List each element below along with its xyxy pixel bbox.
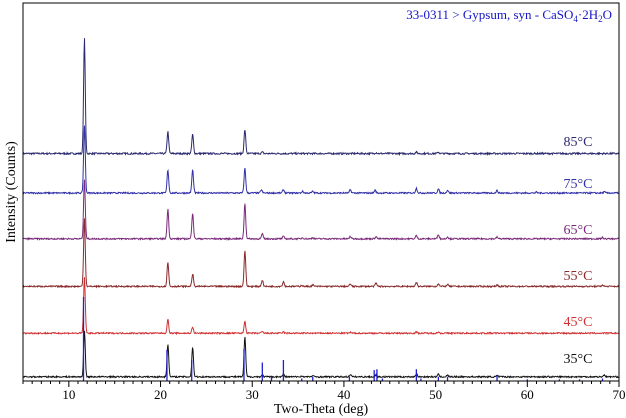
series-line-45°C	[22, 277, 620, 336]
title-main: 33-0311 > Gypsum, syn - CaSO	[406, 7, 573, 22]
reference-pattern	[82, 297, 604, 381]
series-45°C: 45°C	[22, 277, 620, 336]
series-label: 75°C	[564, 177, 593, 192]
x-axis-label: Two-Theta (deg)	[274, 402, 369, 417]
x-tick-label: 40	[337, 387, 350, 402]
series-55°C: 55°C	[22, 218, 620, 289]
series-layer: 85°C 75°C 65°C 55°C 45°C 35°C	[22, 38, 620, 379]
chart-title: 33-0311 > Gypsum, syn - CaSO4·2H2O	[406, 7, 612, 24]
title-end: O	[603, 7, 612, 22]
x-tick-label: 20	[154, 387, 167, 402]
title-sub2: 2	[598, 14, 603, 24]
series-75°C: 75°C	[22, 125, 620, 196]
series-label: 55°C	[564, 269, 593, 284]
series-label: 65°C	[564, 223, 593, 238]
x-ticks: 10 20 30 40 50 60 70	[22, 381, 626, 402]
series-85°C: 85°C	[22, 38, 620, 157]
plot-frame	[22, 2, 620, 382]
series-line-65°C	[22, 179, 620, 241]
x-tick-label: 50	[429, 387, 442, 402]
series-label: 85°C	[564, 135, 593, 150]
x-tick-label: 30	[246, 387, 259, 402]
series-label: 35°C	[564, 352, 593, 367]
series-label: 45°C	[564, 315, 593, 330]
series-line-85°C	[22, 38, 620, 157]
x-tick-label: 10	[62, 387, 75, 402]
series-65°C: 65°C	[22, 179, 620, 241]
x-tick-label: 60	[521, 387, 534, 402]
series-line-55°C	[22, 218, 620, 289]
series-35°C: 35°C	[22, 330, 620, 379]
y-axis-label: Intensity (Counts)	[4, 141, 19, 243]
series-line-35°C	[22, 330, 620, 379]
title-mid: ·2H	[578, 7, 598, 22]
series-line-75°C	[22, 125, 620, 196]
title-sub1: 4	[573, 14, 578, 24]
x-tick-label: 70	[613, 387, 626, 402]
